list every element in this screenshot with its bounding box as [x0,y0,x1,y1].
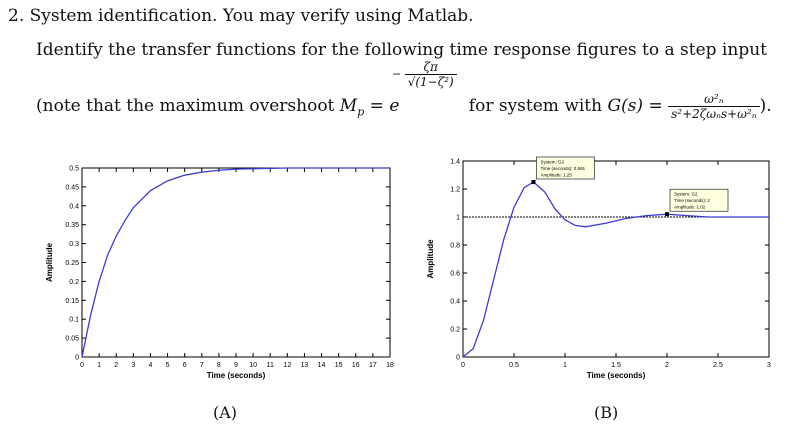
mp-subscript: p [357,105,365,119]
for-system-text: for system with [463,96,608,116]
x-axis-label: Time (seconds) [587,371,646,380]
x-tick-label: 18 [386,362,394,369]
caption-b: (B) [594,403,619,422]
x-tick-label: 4 [148,362,152,369]
y-tick-label: 0.45 [65,184,79,191]
transfer-function: ω²ₙ s²+2ζωₙs+ω²ₙ [668,92,760,121]
tf-numerator: ω²ₙ [668,92,760,107]
x-tick-label: 1 [563,362,567,369]
x-tick-label: 9 [234,362,238,369]
plot-frame [81,167,391,358]
x-tick-label: 3 [131,362,135,369]
equals-e: = e [369,96,400,116]
question-note: (note that the maximum overshoot Mp = e … [36,92,772,121]
x-tick-label: 0 [461,362,465,369]
caption-a: (A) [213,403,238,422]
exponent-denominator: √(1−ζ²) [407,75,454,89]
x-tick-label: 13 [301,362,309,369]
y-tick-label: 0.2 [69,279,79,286]
x-tick-label: 5 [166,362,170,369]
y-tick-label: 0.8 [450,243,460,250]
datatip-box [536,156,595,180]
y-tick-label: 0.5 [69,166,79,173]
x-tick-label: 3 [767,362,771,369]
datatip-text: Time (seconds): 0.691 [540,166,585,171]
x-tick-label: 10 [249,362,257,369]
x-tick-label: 2 [114,362,118,369]
x-tick-label: 17 [369,362,377,369]
datatip-marker [531,180,536,184]
datatip-text: Amplitude: 1.25 [540,173,572,178]
note-suffix: ). [759,96,772,116]
y-tick-label: 0.15 [65,298,79,305]
exponent-fraction: ζπ √(1−ζ²) [404,60,457,89]
exponent-sign: − [392,67,402,81]
x-tick-label: 1 [97,362,101,369]
x-tick-label: 6 [183,362,187,369]
y-tick-label: 1.4 [450,159,460,166]
exponent-numerator: ζπ [404,60,457,75]
x-tick-label: 14 [318,362,326,369]
y-tick-label: 1.2 [450,187,460,194]
y-tick-label: 0.4 [450,299,460,306]
mp-symbol: M [339,96,358,116]
y-axis-label: Amplitude [45,242,54,282]
y-tick-label: 0.6 [450,271,460,278]
x-tick-label: 2 [665,362,669,369]
series-line [81,167,390,358]
x-tick-label: 8 [217,362,221,369]
question-title: 2. System identification. You may verify… [8,6,474,26]
question-subtitle: Identify the transfer functions for the … [36,40,767,60]
datatip-text: Time (seconds): 2 [674,198,710,203]
y-tick-label: 0.25 [65,260,79,267]
x-tick-label: 11 [267,362,274,369]
series-line [462,181,769,358]
y-tick-label: 0.1 [69,317,79,324]
x-tick-label: 16 [352,362,360,369]
note-prefix: (note that the maximum overshoot [36,96,340,116]
x-tick-label: 0.5 [509,362,519,369]
x-tick-label: 7 [200,362,204,369]
x-axis-label: Time (seconds) [207,371,266,380]
datatip-box [669,188,729,212]
y-tick-label: 0 [75,355,79,362]
y-axis-label: Amplitude [426,239,435,279]
y-tick-label: 0.4 [69,203,79,210]
datatip-marker [665,212,669,217]
datatip-text: System: G2 [674,192,698,197]
y-tick-label: 0.05 [65,336,79,343]
x-tick-label: 15 [335,362,343,369]
y-tick-label: 1 [456,215,460,222]
y-tick-label: 0.35 [65,222,79,229]
y-tick-label: 0 [456,355,460,362]
tf-denominator: s²+2ζωₙs+ω²ₙ [671,107,757,121]
y-tick-label: 0.2 [450,327,460,334]
overshoot-exponent: − ζπ √(1−ζ²) [392,60,457,89]
y-tick-label: 0.3 [69,241,79,248]
x-tick-label: 0 [80,362,84,369]
x-tick-label: 2.5 [713,362,723,369]
datatip-text: System: G2 [540,160,564,165]
gs-label: G(s) = [607,96,663,116]
x-tick-label: 12 [283,362,291,369]
datatip-text: Amplitude: 1.02 [674,205,706,210]
x-tick-label: 1.5 [611,362,621,369]
